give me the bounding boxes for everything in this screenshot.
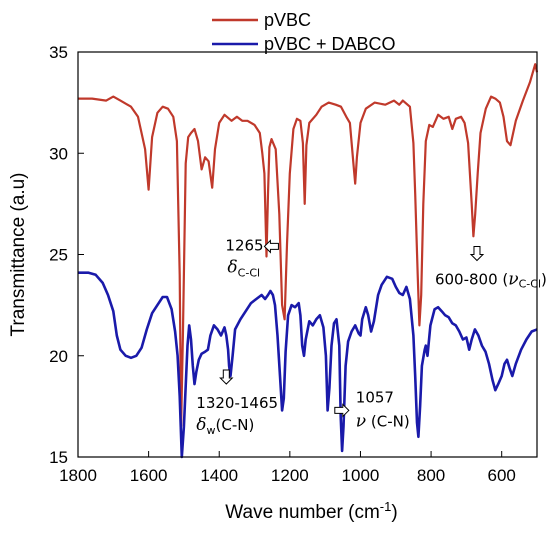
y-tick-label: 30: [49, 144, 68, 163]
plot-frame: [77, 51, 538, 458]
legend-label-pvbc-dabco: pVBC + DABCO: [264, 34, 396, 54]
y-tick-label: 15: [49, 448, 68, 467]
annotation-greek-1265: δC-Cl: [227, 257, 260, 279]
annotation-label-600-800: 600-800 (νC-Cl): [435, 270, 547, 291]
x-tick-label: 600: [488, 466, 516, 485]
x-axis-title: Wave number (cm-1): [225, 499, 397, 523]
annotation-arrow-600-800: [469, 246, 485, 262]
x-tick-label: 800: [417, 466, 445, 485]
annotation-label-1320-1465: 1320-1465: [196, 394, 278, 412]
series-line-pvbc: [78, 63, 539, 428]
legend-label-pvbc: pVBC: [264, 10, 311, 30]
annotation-arrow-1057: [334, 403, 350, 418]
y-tick-label: 25: [49, 246, 68, 265]
annotation-arrow-1265: [263, 239, 279, 254]
y-axis-title: Transmittance (a.u): [8, 172, 29, 336]
series-line-pvbc-dabco: [78, 271, 538, 459]
annotation-label-1057: 1057: [356, 388, 394, 406]
x-tick-label: 1400: [200, 466, 238, 485]
annotation-arrow-1320-1465: [219, 369, 234, 385]
x-tick-label: 1000: [342, 466, 380, 485]
x-tick-label: 1200: [271, 466, 309, 485]
y-tick-label: 20: [49, 347, 68, 366]
x-tick-label: 1800: [59, 466, 97, 485]
annotation-label-1265: 1265: [225, 236, 263, 254]
annotation-greek-1320-1465: δw(C-N): [196, 415, 254, 437]
x-tick-label: 1600: [130, 466, 168, 485]
annotation-greek-1057: ν (C-N): [356, 411, 410, 431]
y-tick-label: 35: [49, 43, 68, 62]
